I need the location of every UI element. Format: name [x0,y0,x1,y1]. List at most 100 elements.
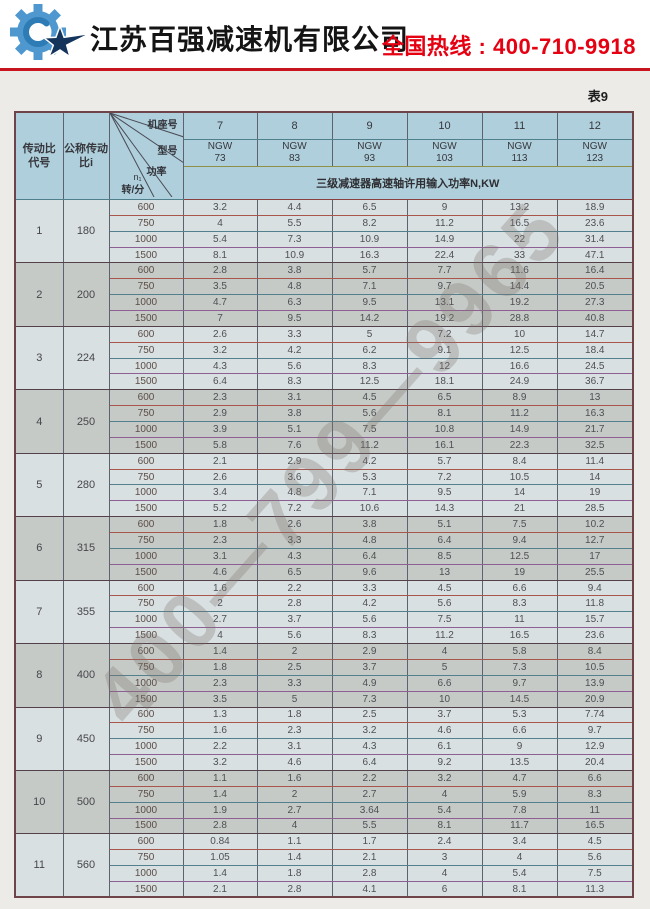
power-value-cell: 12 [407,358,483,375]
star-icon [41,23,91,59]
power-value-cell: 1.4 [183,865,258,882]
power-value-cell: 7.1 [332,484,408,502]
power-value-cell: 14.7 [557,326,634,343]
power-value-cell: 2.3 [183,389,258,407]
power-value-cell: 3.7 [257,611,333,629]
table-row: 750 2.6 3.6 5.3 7.2 10.5 14 [15,469,634,486]
power-value-cell: 19 [557,484,634,502]
power-value-cell: 10.5 [557,659,634,676]
power-value-cell: 3.8 [257,405,333,423]
hotline: 全国热线 : 400-710-9918 [382,29,636,61]
power-value-cell: 9.6 [332,564,408,581]
power-value-cell: 10.2 [557,516,634,534]
speed-cell: 1000 [109,611,184,629]
power-value-cell: 7.3 [257,231,333,248]
power-value-cell: 5.1 [407,516,483,534]
power-value-cell: 10 [482,326,558,343]
power-value-cell: 4.1 [332,881,408,898]
power-value-cell: 1.7 [332,833,408,851]
corner-model-label: 型号 [157,146,178,157]
power-value-cell: 2.9 [257,453,333,470]
company-name: 江苏百强减速机有限公司 [90,24,410,55]
power-value-cell: 28.5 [557,500,634,518]
power-value-cell: 1.05 [183,849,258,867]
ratio-code-cell: 10 [15,770,64,835]
speed-cell: 600 [109,199,184,216]
ratio-code-cell: 3 [15,326,64,391]
frame-number-header: 10 [407,112,483,140]
power-value-cell: 8.3 [257,373,333,391]
table-row: 1500 4 5.6 8.3 11.2 16.5 23.6 [15,627,634,645]
power-value-cell: 9.5 [407,484,483,502]
power-value-cell: 5.6 [332,611,408,629]
power-value-cell: 22.3 [482,437,558,454]
table-row: 1000 5.4 7.3 10.9 14.9 22 31.4 [15,231,634,248]
power-value-cell: 11.6 [482,262,558,280]
power-value-cell: 3.1 [183,548,258,565]
table-row: 1 180 600 3.2 4.4 6.5 9 13.2 18.9 [15,199,634,264]
ratio-code-cell: 2 [15,262,64,327]
nominal-ratio-cell: 560 [63,833,110,898]
speed-cell: 600 [109,262,184,280]
frame-number-header: 7 [183,112,258,140]
power-value-cell: 16.3 [332,247,408,264]
power-value-cell: 3.1 [257,738,333,756]
ratio-code-cell: 11 [15,833,64,898]
power-value-cell: 4.3 [257,548,333,565]
power-value-cell: 5.5 [257,215,333,232]
power-value-cell: 5.6 [332,405,408,423]
frame-number-header: 9 [332,112,408,140]
power-value-cell: 11.2 [332,437,408,454]
col-header-ratio-code: 传动比 代号 [15,112,64,200]
power-value-cell: 2.9 [183,405,258,423]
speed-cell: 750 [109,722,184,740]
power-value-cell: 4.6 [183,564,258,581]
power-value-cell: 8.1 [482,881,558,898]
power-value-cell: 4 [407,865,483,882]
power-value-cell: 2.8 [183,818,258,835]
power-value-cell: 5 [257,691,333,708]
speed-cell: 600 [109,643,184,660]
power-value-cell: 16.3 [557,405,634,423]
speed-cell: 750 [109,278,184,296]
power-value-cell: 5.1 [257,421,333,438]
power-value-cell: 8.3 [482,595,558,613]
power-value-cell: 10.6 [332,500,408,518]
power-value-cell: 5.8 [482,643,558,660]
power-value-cell: 11.2 [407,627,483,645]
company-logo [8,1,96,72]
power-value-cell: 5.6 [257,358,333,375]
power-value-cell: 1.8 [183,659,258,676]
speed-cell: 600 [109,389,184,407]
speed-cell: 1500 [109,691,184,708]
power-value-cell: 3.5 [183,691,258,708]
power-value-cell: 4.5 [407,580,483,597]
power-value-cell: 3.5 [183,278,258,296]
power-value-cell: 14 [482,484,558,502]
power-value-cell: 12.5 [482,342,558,359]
power-value-cell: 23.6 [557,215,634,232]
power-value-cell: 4.2 [332,453,408,470]
power-value-cell: 3.3 [257,326,333,343]
table-row: 750 1.4 2 2.7 4 5.9 8.3 [15,786,634,803]
power-value-cell: 3.4 [183,484,258,502]
table-row: 1500 2.8 4 5.5 8.1 11.7 16.5 [15,818,634,835]
speed-cell: 1000 [109,358,184,375]
power-value-cell: 5.6 [557,849,634,867]
table-row: 750 3.5 4.8 7.1 9.7 14.4 20.5 [15,278,634,296]
power-value-cell: 21.7 [557,421,634,438]
power-value-cell: 8.1 [407,405,483,423]
power-value-cell: 4.2 [332,595,408,613]
power-value-cell: 6.6 [482,580,558,597]
power-value-cell: 15.7 [557,611,634,629]
hotline-number: 400-710-9918 [492,34,636,59]
ratio-code-cell: 6 [15,516,64,581]
table-row: 1500 4.6 6.5 9.6 13 19 25.5 [15,564,634,581]
speed-cell: 1500 [109,564,184,581]
power-value-cell: 4 [183,215,258,232]
model-header: NGW 123 [557,139,634,167]
table-row: 750 2.3 3.3 4.8 6.4 9.4 12.7 [15,532,634,549]
power-value-cell: 7.5 [332,421,408,438]
power-value-cell: 2.7 [183,611,258,629]
power-value-cell: 2.8 [183,262,258,280]
